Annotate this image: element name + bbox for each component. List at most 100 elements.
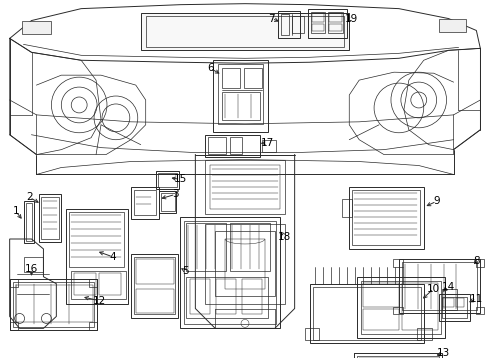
Bar [208,137,226,154]
Bar [310,284,424,343]
Bar [24,257,44,272]
Text: 13: 13 [437,348,450,358]
Bar [230,137,242,154]
Text: 4: 4 [110,252,116,262]
Text: 17: 17 [261,138,274,148]
Bar [393,306,403,315]
Bar [180,217,280,328]
Bar [457,298,465,306]
Bar [186,223,226,271]
Bar [361,281,441,334]
Bar [205,135,260,157]
Bar [343,199,352,217]
Bar [10,279,18,287]
Bar [210,165,280,209]
Text: 10: 10 [427,284,440,294]
Text: 15: 15 [174,175,187,184]
Bar [402,262,477,310]
Bar [161,193,174,211]
Bar [215,231,275,296]
Bar [292,15,304,33]
Bar [262,140,276,152]
Bar [329,23,343,31]
Bar [10,323,18,330]
Bar [134,190,156,215]
Bar [312,13,324,22]
Bar [329,13,343,22]
Bar [393,259,403,267]
Bar [10,279,97,330]
Bar [16,285,93,323]
Bar [184,221,276,324]
Bar [352,190,420,245]
Bar [218,64,263,124]
Bar [89,323,97,330]
Bar [159,192,176,213]
Bar [441,297,467,319]
Bar [186,277,268,319]
Bar [402,283,438,330]
Bar [476,306,484,315]
Bar [134,257,175,315]
Text: 5: 5 [182,266,189,276]
Bar [312,23,324,31]
Bar [131,254,178,319]
Text: 11: 11 [470,293,483,303]
Text: 2: 2 [26,192,33,202]
Bar [281,14,289,35]
Bar [357,356,439,360]
Text: 18: 18 [278,232,292,242]
Bar [66,209,128,303]
Bar [22,21,51,35]
Bar [42,197,59,239]
Bar [399,259,480,314]
Bar [213,60,268,132]
Bar [242,279,262,315]
Bar [205,224,285,303]
Bar [308,9,347,39]
Bar [13,282,94,327]
Bar [131,187,159,219]
Bar [99,273,121,294]
Text: 3: 3 [172,189,179,199]
Bar [24,201,33,243]
Bar [146,15,344,48]
Bar [205,159,285,214]
Bar [216,279,236,315]
Text: 8: 8 [473,256,480,266]
Bar [417,328,432,340]
Bar [354,353,441,360]
Text: 1: 1 [12,206,19,216]
Bar [40,194,61,242]
Bar [222,92,260,120]
Bar [25,203,31,241]
Bar [328,12,343,33]
Bar [439,19,466,32]
Bar [225,239,265,289]
Bar [476,259,484,267]
Bar [191,279,210,315]
Text: 19: 19 [344,14,358,23]
Bar [363,309,399,330]
Text: 7: 7 [269,14,275,23]
Bar [357,277,444,338]
Text: 6: 6 [207,63,214,73]
Bar [74,273,96,294]
Bar [313,287,421,340]
Bar [89,279,97,287]
Bar [311,12,325,33]
Text: 14: 14 [442,282,455,292]
Bar [441,289,458,310]
Bar [305,328,319,340]
Bar [136,289,173,314]
Bar [158,174,177,187]
Bar [141,13,349,50]
Text: 16: 16 [25,264,38,274]
Text: 9: 9 [433,196,440,206]
Bar [442,298,454,306]
Bar [71,271,126,298]
Bar [278,11,299,39]
Bar [230,223,270,271]
Bar [363,283,399,306]
Text: 12: 12 [93,296,106,306]
